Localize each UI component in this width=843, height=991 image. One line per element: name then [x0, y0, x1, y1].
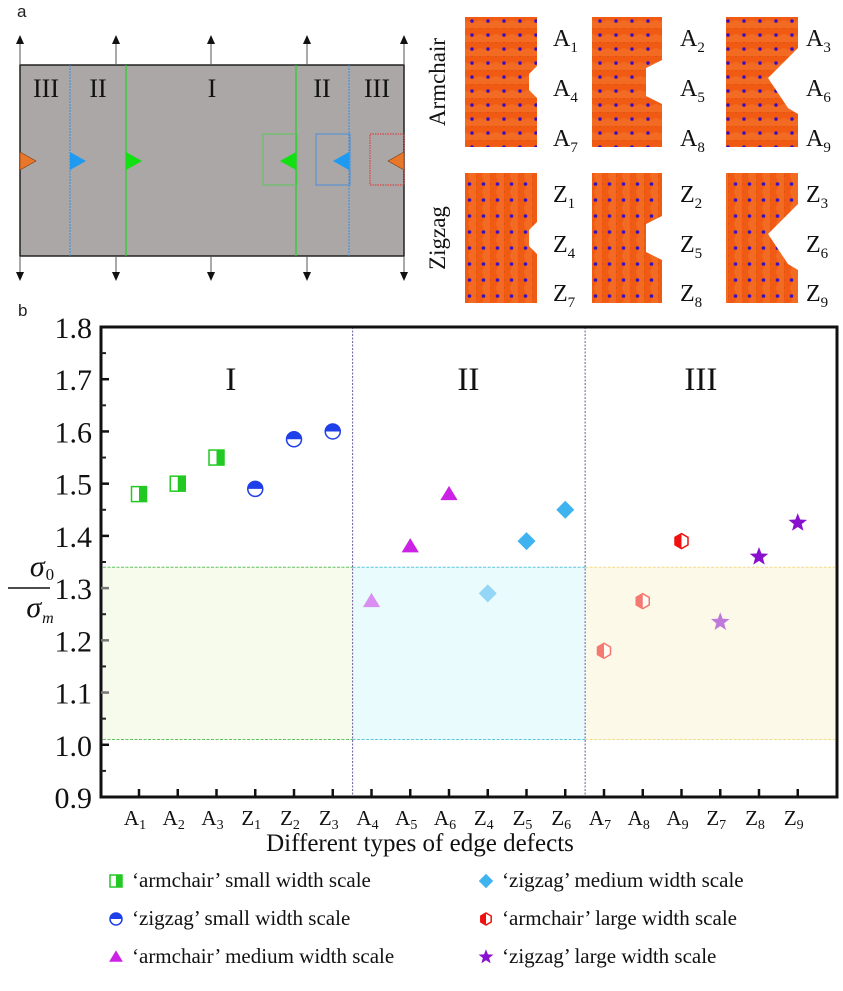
legend-marker-icon [109, 949, 123, 962]
svg-text:σm: σm [26, 591, 53, 627]
data-point-diamond [517, 532, 536, 551]
data-point-star [710, 612, 730, 630]
shaded-band-III [585, 567, 835, 740]
data-point-hexagon-half-left [674, 532, 689, 550]
region-label-III: III [684, 362, 717, 398]
x-tick-label: Z1 [241, 806, 261, 833]
x-tick-label: A9 [666, 806, 688, 833]
x-tick-label: Z5 [513, 806, 533, 833]
data-point-circle-half-top [285, 431, 303, 448]
legend-label: ‘armchair’ small width scale [132, 868, 371, 892]
svg-text:σ0: σ0 [30, 550, 54, 584]
y-tick-label: 1.6 [55, 416, 93, 449]
data-point-square-half-right [130, 485, 148, 503]
data-point-star [788, 513, 808, 531]
y-title-numerator: σ [30, 550, 46, 583]
legend-item: ‘armchair’ small width scale [108, 868, 371, 893]
data-point-hexagon-half-left [596, 642, 612, 660]
y-tick-label: 1.3 [55, 573, 93, 606]
y-tick-label: 1.2 [55, 625, 93, 658]
legend-marker [109, 911, 123, 926]
y-tick-label: 1.0 [55, 730, 93, 763]
x-tick-labels: A1 A2 A3 Z1 Z2 Z3 A4 A5 A6 Z4 Z5 Z6 A7 A8 A9 Z7 Z8 Z9 [124, 806, 804, 833]
y-tick-label: 1.5 [55, 469, 93, 502]
legend-item: ‘zigzag’ medium width scale [478, 868, 744, 893]
x-tick-label: A5 [395, 806, 417, 833]
legend-marker-icon [478, 948, 494, 963]
legend-item: ‘zigzag’ small width scale [108, 906, 350, 931]
x-tick-label: Z8 [745, 806, 765, 833]
panel-a-label: a [17, 2, 27, 21]
data-point-triangle [401, 538, 419, 553]
data-point-triangle [440, 485, 458, 501]
data-point-square-half-right [169, 475, 186, 492]
y-tick-label: 0.9 [55, 782, 93, 815]
panel-b-label: b [18, 301, 28, 320]
x-tick-label: A2 [163, 806, 185, 833]
shaded-band-II [352, 567, 586, 740]
x-tick-label: Z3 [319, 806, 339, 833]
y-tick-label: 1.8 [55, 312, 93, 345]
legend-item: ‘armchair’ large width scale [478, 906, 737, 931]
x-tick-label: Z4 [474, 806, 494, 833]
y-title-denominator: σ [26, 591, 42, 624]
legend-label: ‘zigzag’ medium width scale [502, 868, 744, 892]
region-label-I: I [225, 362, 236, 398]
data-point-star [749, 547, 769, 565]
y-title-numerator-sub: 0 [46, 565, 55, 584]
data-point-diamond [478, 584, 497, 603]
legend-label: ‘zigzag’ small width scale [132, 906, 351, 930]
x-tick-label: A6 [434, 806, 456, 833]
x-axis-title: Different types of edge defects [266, 830, 574, 857]
legend-marker-icon [109, 873, 123, 888]
region-labels: I II III [225, 362, 717, 398]
axes: 0.9 1.0 1.1 1.2 1.3 1.4 1.5 1.6 1.7 1.8 [55, 312, 839, 815]
x-tick-label: Z7 [706, 806, 726, 833]
legend-marker [109, 873, 123, 888]
legend-marker [478, 948, 494, 963]
x-tick-label: Z6 [551, 806, 571, 833]
legend-marker [480, 911, 492, 926]
x-tick-label: A1 [124, 806, 146, 833]
data-point-circle-half-top [247, 480, 264, 498]
x-tick-label: A7 [589, 806, 611, 833]
legend-marker-icon [478, 873, 494, 888]
legend-label: ‘zigzag’ large width scale [502, 944, 717, 968]
x-tick-label: A4 [356, 806, 378, 833]
data-point-circle-half-top [324, 423, 341, 440]
region-dividers [352, 327, 586, 797]
legend-label: ‘armchair’ medium width scale [132, 944, 395, 968]
legend-marker-icon [109, 911, 123, 926]
data-points [130, 423, 808, 660]
x-tick-label: Z2 [280, 806, 300, 833]
data-point-hexagon-half-left [635, 592, 650, 610]
legend-marker-icon [480, 911, 492, 926]
y-tick-label: 1.7 [55, 364, 93, 397]
shaded-band-I [103, 567, 353, 740]
legend-marker [109, 949, 123, 962]
data-point-diamond [556, 500, 575, 519]
data-point-square-half-right [208, 449, 225, 466]
y-tick-label: 1.1 [55, 678, 93, 711]
region-label-II: II [457, 362, 479, 398]
shaded-bands [103, 566, 835, 741]
legend-label: ‘armchair’ large width scale [502, 906, 737, 930]
legend-item: ‘armchair’ medium width scale [108, 944, 394, 969]
y-tick-label: 1.4 [55, 521, 93, 554]
x-tick-label: A3 [201, 806, 223, 833]
x-tick-label: Z9 [784, 806, 804, 833]
y-axis-title: σ0 σm [8, 550, 54, 627]
x-tick-label: A8 [628, 806, 650, 833]
y-title-denominator-sub: m [42, 610, 54, 627]
legend-item: ‘zigzag’ large width scale [478, 944, 716, 969]
legend-marker [478, 873, 494, 888]
data-point-triangle [362, 592, 381, 608]
